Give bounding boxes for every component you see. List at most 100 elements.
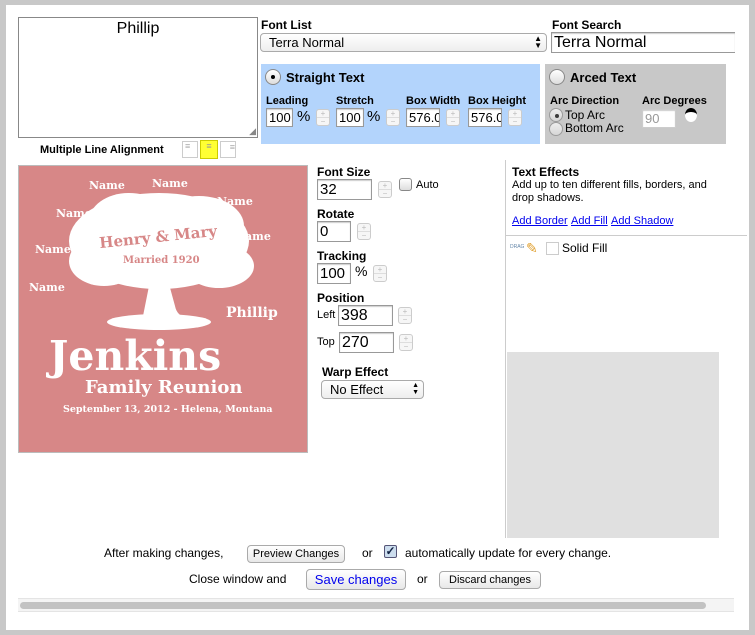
close-window-text: Close window and [189, 572, 287, 586]
font-size-label: Font Size [317, 165, 371, 179]
preview-changes-button[interactable]: Preview Changes [247, 545, 345, 563]
select-arrows-icon: ▲ ▼ [534, 34, 542, 50]
resize-handle-icon[interactable]: ◢ [249, 126, 256, 136]
preview-name: Name [56, 207, 92, 220]
or-text: or [362, 546, 373, 560]
tracking-unit: % [355, 263, 368, 279]
straight-text-label: Straight Text [286, 70, 365, 85]
auto-checkbox[interactable] [399, 178, 412, 191]
tree-graphic [69, 193, 254, 330]
effect-item[interactable]: DRAG ✎ Solid Fill [510, 240, 740, 258]
box-width-stepper[interactable]: + − [446, 109, 460, 126]
design-preview[interactable]: Name Name Name Name Name Name Name Henry… [18, 165, 308, 453]
auto-update-label: automatically update for every change. [405, 546, 612, 560]
add-effect-links: Add Border Add Fill Add Shadow [512, 213, 673, 227]
text-input[interactable]: Phillip ◢ [18, 17, 258, 138]
text-effects-panel: Text Effects Add up to ten different fil… [505, 160, 747, 538]
arc-degrees-label: Arc Degrees [642, 95, 707, 107]
or-text: or [417, 572, 428, 586]
preview-subtitle: Family Reunion [85, 377, 243, 398]
leading-input[interactable]: 100 [266, 108, 293, 127]
preview-name: Name [152, 177, 188, 190]
leading-label: Leading [266, 95, 309, 107]
preview-married: Married 1920 [123, 255, 200, 266]
left-stepper[interactable]: + − [398, 307, 412, 324]
stretch-label: Stretch [336, 95, 374, 107]
warp-effect-select[interactable]: No Effect ▲ ▼ [321, 380, 424, 399]
align-left-button[interactable]: ≡ [182, 141, 198, 158]
left-label: Left [317, 309, 336, 321]
effect-label: Solid Fill [562, 241, 608, 255]
font-search-label: Font Search [552, 18, 622, 32]
save-changes-button[interactable]: Save changes [306, 569, 406, 590]
font-list-select[interactable]: Terra Normal ▲ ▼ [260, 33, 547, 52]
warp-effect-value: No Effect [330, 382, 384, 397]
preview-family-name: Jenkins [49, 332, 222, 380]
top-input[interactable]: 270 [339, 332, 394, 353]
leading-stepper[interactable]: + − [316, 109, 330, 126]
font-size-input[interactable]: 32 [317, 179, 372, 200]
auto-label: Auto [416, 179, 439, 191]
discard-changes-button[interactable]: Discard changes [439, 571, 541, 589]
preview-name: Name [217, 195, 253, 208]
arced-text-label: Arced Text [570, 70, 637, 85]
box-height-input[interactable]: 576.0 [468, 108, 502, 127]
stretch-unit: % [367, 108, 381, 125]
divider [506, 235, 747, 236]
select-arrows-icon: ▲ ▼ [412, 382, 419, 396]
effect-checkbox[interactable] [546, 242, 559, 255]
preview-selected-text[interactable]: Phillip [226, 305, 278, 321]
straight-text-radio[interactable] [265, 69, 281, 85]
top-label: Top [317, 336, 335, 348]
auto-update-checkbox[interactable]: ✓ [384, 544, 397, 558]
arced-text-radio[interactable] [549, 69, 565, 85]
warp-effect-label: Warp Effect [322, 365, 389, 379]
arc-degrees-input[interactable]: 90 [642, 109, 676, 128]
preview-name: Name [89, 179, 125, 192]
rotate-label: Rotate [317, 207, 355, 221]
text-input-value: Phillip [116, 20, 160, 37]
add-shadow-link[interactable]: Add Shadow [611, 215, 674, 227]
preview-name: Name [35, 243, 71, 256]
straight-text-panel: Straight Text Leading 100 % + − Stretch 1… [261, 64, 540, 144]
font-size-stepper[interactable]: + − [378, 181, 392, 198]
font-search-input[interactable]: Terra Normal [551, 32, 735, 53]
align-center-button[interactable]: ≡ [200, 140, 218, 159]
arc-direction-label: Arc Direction [550, 95, 620, 107]
effects-empty-area [507, 352, 719, 538]
box-width-input[interactable]: 576.0 [406, 108, 440, 127]
arc-dial-icon[interactable] [685, 108, 697, 122]
tracking-stepper[interactable]: + − [373, 265, 387, 282]
add-border-link[interactable]: Add Border [512, 215, 568, 227]
box-height-stepper[interactable]: + − [508, 109, 522, 126]
rotate-input[interactable]: 0 [317, 221, 351, 242]
stretch-input[interactable]: 100 [336, 108, 364, 127]
top-stepper[interactable]: + − [399, 334, 413, 351]
leading-unit: % [297, 108, 311, 125]
horizontal-scrollbar[interactable] [18, 598, 734, 612]
rotate-stepper[interactable]: + − [357, 223, 371, 240]
bottom-arc-radio[interactable] [549, 122, 563, 136]
arced-text-panel: Arced Text Arc Direction Top Arc Bottom … [545, 64, 726, 144]
box-height-label: Box Height [468, 95, 527, 107]
bottom-arc-label: Bottom Arc [565, 121, 624, 135]
font-list-value: Terra Normal [269, 35, 345, 50]
after-changes-text: After making changes, [104, 546, 224, 560]
text-effects-description: Add up to ten different fills, borders, … [512, 179, 707, 204]
position-label: Position [317, 291, 365, 305]
preview-date-line: September 13, 2012 - Helena, Montana [63, 404, 273, 415]
tracking-label: Tracking [317, 249, 367, 263]
add-fill-link[interactable]: Add Fill [571, 215, 608, 227]
left-input[interactable]: 398 [338, 305, 393, 326]
pencil-icon[interactable]: ✎ [526, 240, 538, 256]
top-arc-label: Top Arc [565, 108, 606, 122]
stretch-stepper[interactable]: + − [386, 109, 400, 126]
align-right-button[interactable]: ≡ [220, 141, 236, 158]
preview-name: Name [235, 230, 271, 243]
scrollbar-thumb[interactable] [20, 602, 706, 609]
drag-handle-icon[interactable]: DRAG [510, 244, 525, 250]
top-arc-radio[interactable] [549, 108, 563, 122]
font-list-label: Font List [261, 18, 312, 32]
tracking-input[interactable]: 100 [317, 263, 351, 284]
alignment-label: Multiple Line Alignment [40, 144, 164, 156]
